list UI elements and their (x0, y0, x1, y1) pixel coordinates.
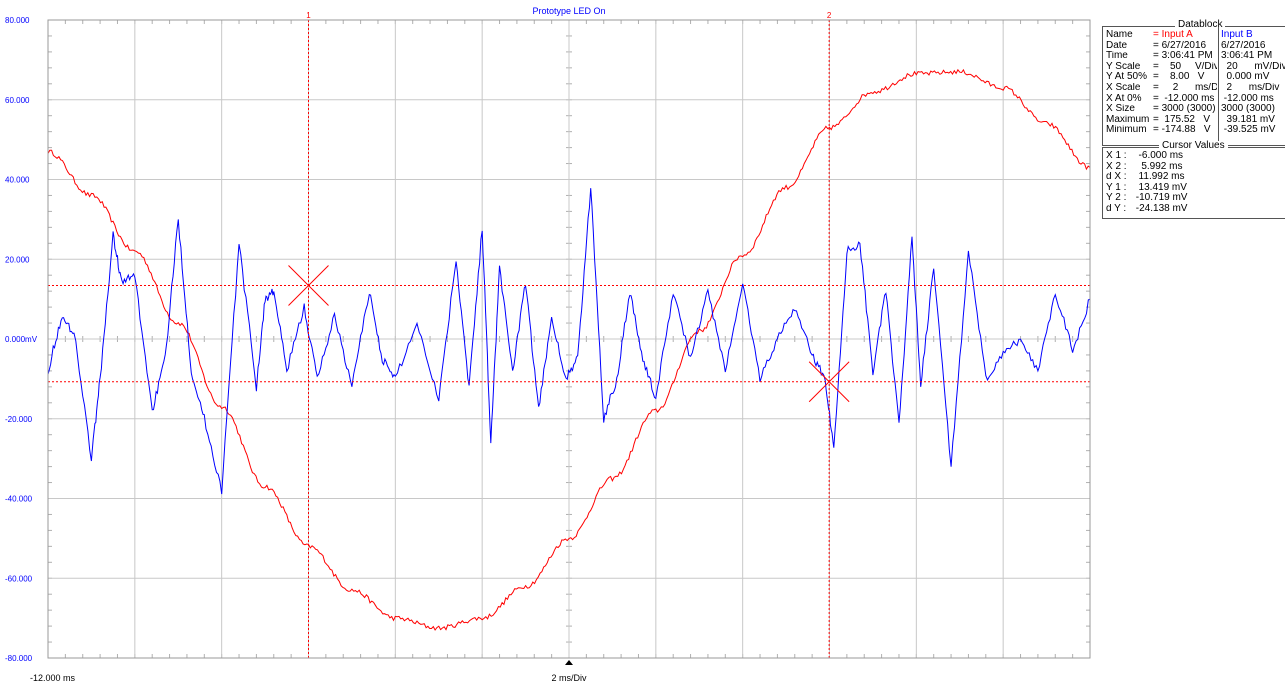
trace-input-a (47, 68, 1091, 631)
datablock-value-a: = 2 ms/Div (1153, 82, 1217, 93)
datablock-value-b: 2 ms/Div (1221, 82, 1280, 93)
trace-input-b (47, 188, 1091, 495)
cursor-value-label: Y 2 : (1106, 193, 1127, 204)
major-grid (48, 20, 1090, 658)
datablock-label: Time (1106, 51, 1128, 62)
cross-stroke (808, 361, 850, 403)
datablock-value-b: 3:06:41 PM (1221, 51, 1273, 62)
cursor-value-label: d X : (1106, 172, 1127, 183)
datablock-value-b: -12.000 ms (1221, 93, 1274, 104)
cross-stroke (288, 265, 329, 306)
y-unit-label: mV (25, 335, 38, 344)
y-tick-label: -60.000 (5, 574, 33, 583)
datablock-panel: Datablock Name Date Time Y Scale Y At 50% X S… (1102, 19, 1285, 146)
datablock-label: X Size (1106, 104, 1135, 115)
datablock-label: X Scale (1106, 82, 1141, 93)
cursor-labels: X 1 :X 2 :d X :Y 1 :Y 2 :d Y : (1106, 151, 1140, 215)
datablock-value-b: Input B (1221, 30, 1253, 40)
datablock-value-a: = -12.000 ms (1153, 93, 1215, 104)
datablock-input-b: Input B 6/27/2016 3:06:41 PM 20 mV/Div 0.0… (1221, 30, 1285, 136)
datablock-value-b: 6/27/2016 (1221, 40, 1266, 51)
datablock-label: Maximum (1106, 114, 1150, 125)
datablock-labels: Name Date Time Y Scale Y At 50% X Scale X At 0… (1106, 30, 1154, 136)
datablock-value-a: = 3000 (3000) (1153, 104, 1216, 115)
cursor-x1-label: 1 (306, 11, 311, 20)
datablock-value-b: 39.181 mV (1221, 114, 1275, 125)
datablock-value-b: 0.000 mV (1221, 72, 1270, 83)
datablock-label: Date (1106, 40, 1128, 51)
cursor-value-label: d Y : (1106, 203, 1127, 214)
cursor-value-label: X 1 : (1106, 151, 1127, 161)
datablock-input-a: = Input A = 6/27/2016 = 3:06:41 PM = 50 V/D… (1153, 30, 1217, 136)
datablock-value-a: = 3:06:41 PM (1153, 51, 1213, 62)
cursor-value: 13.419 mV (1133, 182, 1187, 193)
chart-title: Prototype LED On (532, 6, 605, 16)
cursor-value-label: X 2 : (1106, 161, 1127, 172)
y-tick-label: -20.000 (5, 415, 33, 424)
cursor-value: -24.138 mV (1133, 203, 1188, 214)
cursor-values-title: Cursor Values (1159, 140, 1228, 152)
x-scale-label: 2 ms/Div (551, 673, 587, 683)
cursor-value: 5.992 ms (1133, 161, 1183, 172)
y-tick-label: 60.000 (5, 96, 30, 105)
y-tick-labels: 80.000 60.000 40.000 20.000 0.000mV -20.000 -4… (5, 16, 38, 663)
datablock-label: X At 0% (1106, 93, 1142, 104)
traces (47, 68, 1091, 631)
y-tick-label: 40.000 (5, 176, 30, 185)
y-tick-label: -40.000 (5, 495, 33, 504)
datablock-value-a: = -174.88 V (1153, 125, 1211, 136)
cursor-values-panel: Cursor Values X 1 :X 2 :d X :Y 1 :Y 2 :d… (1102, 140, 1285, 219)
y-tick-label: 80.000 (5, 16, 30, 25)
cursor-values: -6.000 ms 5.992 ms 11.992 ms 13.419 mV -… (1133, 151, 1273, 215)
datablock-value-a: = 6/27/2016 (1153, 40, 1207, 51)
cursor-x2-label: 2 (827, 11, 832, 20)
datablock-value-b: 20 mV/Div (1221, 61, 1285, 72)
datablock-column-divider (1218, 27, 1219, 145)
trigger-marker-icon (565, 660, 573, 665)
datablock-value-a: = 8.00 V (1153, 72, 1205, 83)
datablock-label: Y At 50% (1106, 72, 1147, 83)
x-start-label: -12.000 ms (30, 673, 76, 683)
datablock-label: Name (1106, 30, 1133, 40)
cursor-2-cross-icon (808, 361, 850, 403)
cursor-1-cross-icon (288, 265, 329, 306)
cursor-value-label: Y 1 : (1106, 182, 1127, 193)
datablock-value-a: = 50 V/Div (1153, 61, 1217, 72)
cursor-value: -6.000 ms (1133, 151, 1184, 161)
datablock-value-b: 3000 (3000) (1221, 104, 1275, 115)
cursor-value: -10.719 mV (1133, 193, 1188, 204)
y-tick-label: 20.000 (5, 255, 30, 264)
datablock-label: Minimum (1106, 125, 1147, 136)
datablock-value-b: -39.525 mV (1221, 125, 1276, 136)
datablock-label: Y Scale (1106, 61, 1141, 72)
plot-frame (47, 19, 1091, 659)
y-tick-label: 0.000mV (5, 335, 38, 344)
datablock-value-a: = Input A (1153, 30, 1193, 40)
datablock-title: Datablock (1175, 19, 1226, 31)
cursor-value: 11.992 ms (1133, 172, 1185, 183)
datablock-value-a: = 175.52 V (1153, 114, 1210, 125)
y-tick-label: -80.000 (5, 654, 33, 663)
